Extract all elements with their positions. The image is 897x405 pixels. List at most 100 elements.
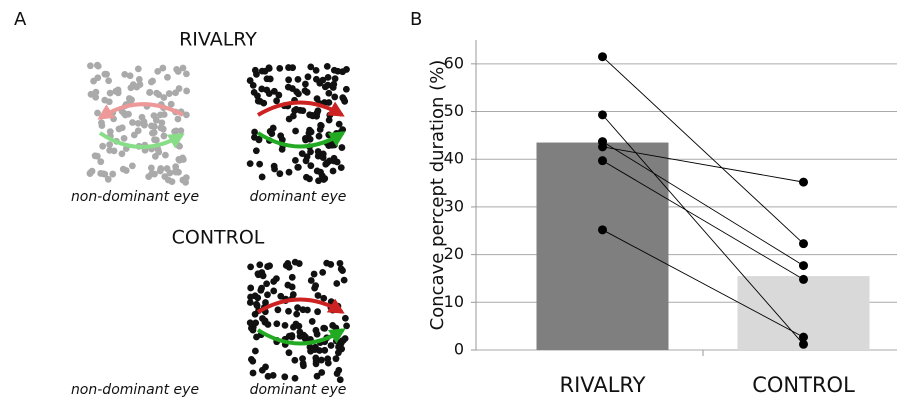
dot: [292, 320, 300, 328]
dot: [120, 134, 128, 142]
dot: [319, 268, 327, 276]
dot: [246, 319, 254, 327]
dot: [312, 282, 319, 290]
dot: [323, 62, 331, 70]
dot: [318, 369, 326, 376]
dot: [288, 273, 296, 281]
dot: [289, 291, 297, 298]
dot: [337, 164, 345, 172]
dot: [269, 124, 277, 132]
dot: [318, 172, 326, 180]
subject-point: [799, 177, 808, 187]
dot: [327, 261, 335, 268]
dot: [299, 355, 306, 363]
dot: [338, 345, 346, 353]
dot: [246, 160, 254, 168]
panel-label: A: [14, 9, 27, 30]
dot: [291, 356, 299, 364]
bar: [536, 142, 669, 350]
motion-arrows: [97, 100, 346, 346]
dot: [301, 87, 309, 95]
dot: [284, 281, 292, 289]
dot: [134, 119, 142, 127]
dot: [252, 147, 260, 155]
dot: [330, 66, 338, 74]
dot: [162, 151, 169, 159]
dot: [343, 322, 350, 330]
dot: [128, 162, 136, 170]
dot: [250, 88, 258, 96]
dot: [293, 310, 301, 318]
dot: [321, 346, 329, 354]
subject-line: [602, 56, 804, 244]
dot: [160, 132, 168, 140]
dot: [175, 156, 183, 163]
dot: [157, 165, 165, 173]
dot: [126, 72, 134, 80]
dot: [276, 64, 284, 72]
dot: [99, 142, 107, 150]
dot: [289, 64, 297, 72]
dot: [312, 354, 320, 362]
dot: [151, 136, 158, 144]
dot: [318, 356, 325, 364]
dot: [294, 304, 301, 312]
section-title: CONTROL: [172, 227, 265, 249]
dot: [335, 366, 343, 374]
dot: [168, 178, 176, 186]
dot: [314, 292, 322, 299]
dot: [270, 87, 278, 95]
dot: [320, 294, 328, 302]
subject-line: [602, 146, 804, 183]
dot: [149, 77, 156, 85]
panel-label: B: [410, 9, 422, 30]
dot: [273, 320, 281, 328]
y-tick-label: 60: [444, 53, 464, 72]
subject-point: [598, 52, 607, 62]
dot: [315, 177, 322, 185]
dot: [264, 321, 272, 328]
dot: [173, 65, 181, 73]
subject-point: [598, 156, 607, 166]
dot: [104, 175, 112, 183]
dot: [179, 176, 187, 184]
dot: [307, 63, 315, 71]
dot: [246, 77, 254, 84]
dot: [339, 337, 347, 345]
dot: [94, 109, 101, 117]
dot: [119, 165, 127, 173]
caption: dominant eye: [250, 382, 347, 398]
dot: [135, 76, 143, 83]
dot: [291, 156, 299, 164]
dot: [249, 369, 257, 377]
dot: [315, 132, 323, 140]
dot: [304, 306, 311, 314]
subject-line: [602, 141, 804, 266]
subject-line: [602, 160, 804, 280]
dot: [97, 158, 105, 166]
dot: [154, 67, 162, 75]
y-tick-label: 50: [444, 101, 464, 120]
dot: [247, 284, 255, 292]
dot: [330, 157, 338, 165]
dot: [325, 116, 333, 124]
dot: [321, 324, 329, 332]
dot: [134, 127, 142, 135]
dot: [251, 310, 259, 318]
dot: [291, 258, 299, 266]
dot: [294, 163, 302, 171]
dot: [278, 136, 286, 144]
dot: [266, 75, 274, 83]
dot: [93, 152, 101, 160]
dot: [114, 89, 122, 97]
dot: [246, 299, 254, 306]
dot: [282, 262, 290, 269]
dot: [174, 115, 182, 123]
dot: [98, 119, 105, 127]
caption: dominant eye: [250, 189, 347, 205]
dot: [291, 374, 299, 382]
dot: [324, 73, 332, 81]
dot: [307, 128, 315, 136]
dot: [331, 75, 339, 83]
dot: [322, 160, 330, 168]
